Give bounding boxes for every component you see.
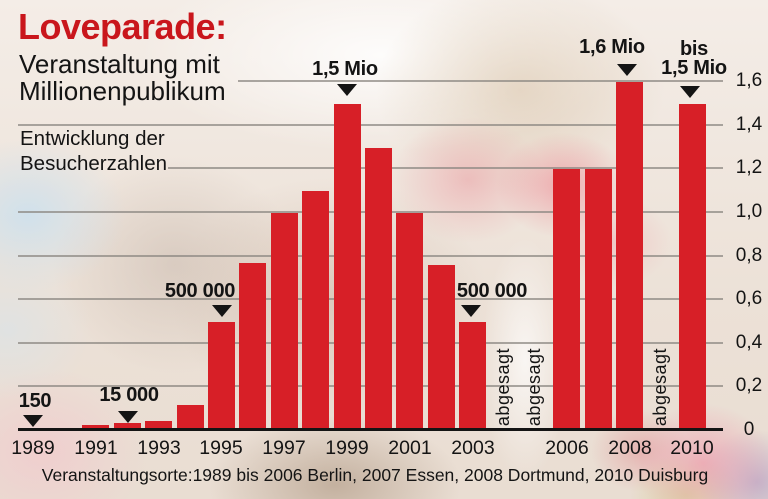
annotation-2008: 1,6 Mio — [579, 36, 645, 58]
x-axis-line — [18, 428, 723, 431]
bar-2007 — [585, 169, 612, 431]
y-tick-7: 1,4 — [735, 114, 763, 135]
bar-2010 — [679, 104, 706, 431]
x-tick-1991: 1991 — [74, 437, 118, 459]
chart-kicker: Entwicklung der Besucherzahlen — [20, 127, 168, 175]
cancelled-label-2009: abgesagt — [650, 347, 670, 426]
x-tick-1999: 1999 — [325, 437, 369, 459]
y-tick-8: 1,6 — [735, 70, 763, 91]
bar-1999 — [334, 104, 361, 431]
bar-1994 — [177, 405, 204, 431]
annotation-1992: 15 000 — [99, 384, 159, 406]
annotation-arrow-2008 — [617, 64, 637, 76]
x-tick-2008: 2008 — [608, 437, 652, 459]
bar-1992 — [114, 423, 141, 431]
annotation-2010: bis 1,5 Mio — [661, 38, 727, 79]
bar-1996 — [239, 263, 266, 431]
bar-2001 — [396, 213, 423, 431]
x-tick-2003: 2003 — [451, 437, 495, 459]
y-tick-5: 1,0 — [735, 201, 763, 222]
bar-2002 — [428, 265, 455, 431]
bar-1993 — [145, 421, 172, 431]
bar-2006 — [553, 169, 580, 431]
bar-2000 — [365, 148, 392, 431]
x-tick-1995: 1995 — [199, 437, 243, 459]
x-tick-1997: 1997 — [262, 437, 306, 459]
annotation-arrow-2010 — [680, 86, 700, 98]
footer-caption: Veranstaltungsorte:1989 bis 2006 Berlin,… — [41, 465, 709, 485]
bar-2003 — [459, 322, 486, 431]
x-tick-2001: 2001 — [388, 437, 432, 459]
annotation-arrow-2003 — [461, 305, 481, 317]
cancelled-label-2005: abgesagt — [524, 347, 544, 426]
y-tick-4: 0,8 — [735, 245, 763, 266]
annotation-1995: 500 000 — [164, 280, 236, 302]
x-tick-2006: 2006 — [545, 437, 589, 459]
bar-1998 — [302, 191, 329, 431]
page-title: Loveparade: — [18, 6, 227, 47]
y-tick-1: 0,2 — [735, 375, 763, 396]
bar-2008 — [616, 82, 643, 431]
y-tick-2: 0,4 — [735, 332, 763, 353]
x-tick-1993: 1993 — [137, 437, 181, 459]
gridline-7 — [18, 124, 723, 126]
gridline-8 — [238, 80, 723, 82]
cancelled-label-2004: abgesagt — [493, 347, 513, 426]
bar-1995 — [208, 322, 235, 431]
annotation-1989: 150 — [18, 390, 52, 412]
x-tick-1989: 1989 — [11, 437, 55, 459]
annotation-1999: 1,5 Mio — [312, 58, 378, 80]
annotation-arrow-1989 — [23, 415, 43, 427]
y-tick-6: 1,2 — [735, 157, 763, 178]
gridline-6 — [168, 167, 723, 169]
annotation-arrow-1999 — [337, 84, 357, 96]
bar-1997 — [271, 213, 298, 431]
annotation-arrow-1992 — [118, 411, 138, 423]
y-tick-0: 0 — [743, 419, 755, 440]
annotation-arrow-1995 — [212, 305, 232, 317]
x-tick-2010: 2010 — [670, 437, 714, 459]
annotation-2003: 500 000 — [456, 280, 528, 302]
subtitle: Veranstaltung mit Millionenpublikum — [19, 49, 226, 106]
y-tick-3: 0,6 — [735, 288, 763, 309]
